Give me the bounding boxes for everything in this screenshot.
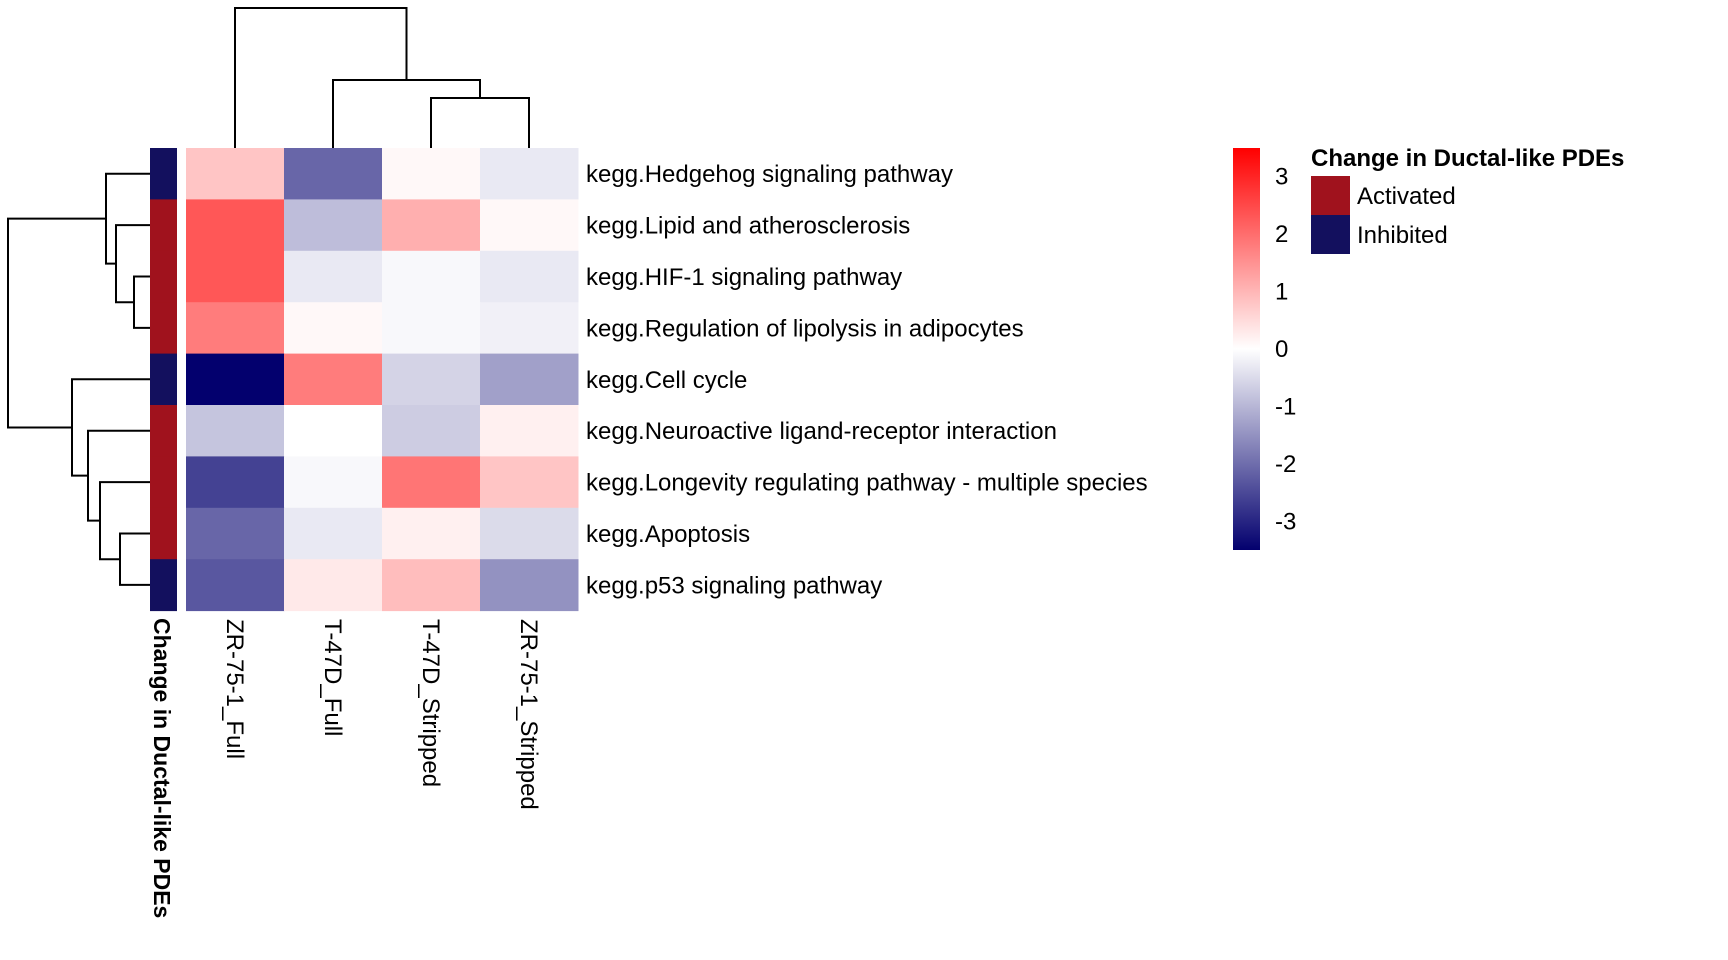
row-label: kegg.Regulation of lipolysis in adipocyt… [586,315,1024,342]
row-label: kegg.Longevity regulating pathway - mult… [586,470,1148,497]
row-dendrogram-link [7,217,106,429]
annotation-cell [150,302,177,355]
heatmap-cell [480,405,579,457]
heatmap-cell [480,507,579,560]
heatmap-cell [382,353,481,406]
annotation-axis-label: Change in Ductal-like PDEs [149,618,175,918]
heatmap-cell [186,199,285,252]
heatmap-cell [480,302,579,355]
heatmap-cell [382,148,481,200]
row-labels: kegg.Hedgehog signaling pathway kegg.Lipi… [586,161,1148,599]
heatmap-cell [480,353,579,406]
column-label: T-47D_Full [319,619,346,736]
heatmap-cell [382,559,481,612]
heatmap-cell [382,199,481,252]
column-dendrogram [234,7,530,148]
heatmap-cell [186,353,285,406]
heatmap-cell [186,559,285,612]
row-label: kegg.Neuroactive ligand-receptor interac… [586,418,1057,445]
heatmap-cell [480,456,579,509]
color-scale-legend: 3 2 1 0 -1 -2 -3 [1233,148,1296,550]
colorbar-ticks: 3 2 1 0 -1 -2 -3 [1275,164,1296,536]
row-dendrogram [7,172,150,586]
heatmap-cell [382,456,481,509]
row-annotation-strip [150,148,177,612]
row-dendrogram-link [105,172,150,265]
heatmap-cell [382,302,481,355]
annotation-cell [150,353,177,406]
annotation-cell [150,199,177,252]
column-labels: ZR-75-1_Full T-47D_Full T-47D_Stripped ZR-7… [221,619,542,810]
annotation-cell [150,250,177,303]
column-label: T-47D_Stripped [417,619,444,787]
colorbar-tick-label: -1 [1275,393,1296,420]
colorbar-tick-label: 1 [1275,279,1288,306]
annotation-cell [150,405,177,457]
colorbar-tick-label: -2 [1275,451,1296,478]
row-dendrogram-link [99,481,150,561]
heatmap-cell [284,199,383,252]
colorbar-tick-label: 0 [1275,336,1288,363]
colorbar-tick-label: -3 [1275,508,1296,535]
category-legend: Change in Ductal-like PDEs Activated Inh… [1311,145,1624,254]
heatmap-cells [186,148,579,612]
heatmap-cell [382,507,481,560]
row-label: kegg.Lipid and atherosclerosis [586,213,910,240]
row-label: kegg.HIF-1 signaling pathway [586,264,902,291]
annotation-cell [150,559,177,612]
colorbar-gradient [1233,148,1260,550]
heatmap-cell [186,507,285,560]
row-label: kegg.Apoptosis [586,521,750,548]
heatmap-cell [480,250,579,303]
row-dendrogram-link [87,429,150,522]
heatmap-cell [284,405,383,457]
row-label: kegg.Cell cycle [586,367,747,394]
heatmap-cell [186,250,285,303]
heatmap-cell [284,507,383,560]
heatmap-cell [480,559,579,612]
column-dendrogram-link [332,79,481,148]
heatmap-cell [382,250,481,303]
row-dendrogram-link [119,532,150,586]
column-label: ZR-75-1_Stripped [515,619,542,810]
heatmap-cell [480,148,579,200]
heatmap-cell [284,250,383,303]
colorbar-tick-label: 2 [1275,221,1288,248]
annotation-cell [150,507,177,560]
heatmap-cell [284,302,383,355]
row-label: kegg.p53 signaling pathway [586,572,882,599]
row-dendrogram-link [133,275,150,329]
column-label: ZR-75-1_Full [221,619,248,759]
category-legend-title: Change in Ductal-like PDEs [1311,145,1624,172]
colorbar-tick-label: 3 [1275,164,1288,191]
legend-label-activated: Activated [1357,183,1456,210]
heatmap-cell [284,559,383,612]
heatmap-cell [186,148,285,200]
annotation-cell [150,148,177,200]
legend-swatch-activated [1311,176,1350,215]
heatmap-cell [186,405,285,457]
annotation-cell [150,456,177,509]
heatmap-cell [480,199,579,252]
heatmap-cell [186,302,285,355]
column-dendrogram-link [430,97,530,148]
legend-label-inhibited: Inhibited [1357,222,1448,249]
column-dendrogram-link [234,7,408,148]
heatmap-cell [284,148,383,200]
row-dendrogram-link [71,378,150,477]
legend-swatch-inhibited [1311,215,1350,254]
heatmap-cell [284,456,383,509]
heatmap-cell [382,405,481,457]
row-label: kegg.Hedgehog signaling pathway [586,161,953,188]
heatmap-cell [186,456,285,509]
heatmap-cell [284,353,383,406]
